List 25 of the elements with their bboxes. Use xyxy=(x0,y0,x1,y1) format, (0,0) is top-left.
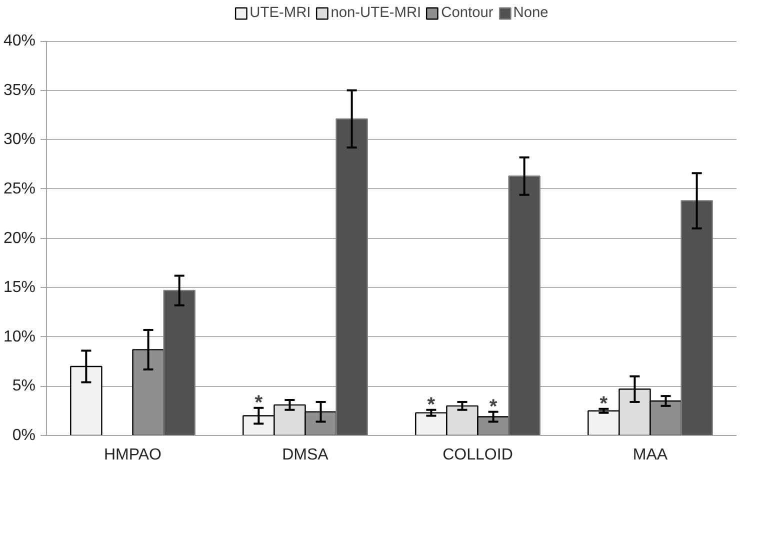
legend-label: None xyxy=(513,5,548,21)
bar xyxy=(680,200,713,436)
y-tick-label: 30% xyxy=(3,131,36,148)
annotation: * xyxy=(489,396,498,418)
legend-label: Contour xyxy=(441,5,494,21)
y-tick-label: 20% xyxy=(3,230,36,247)
annotation: * xyxy=(254,392,263,414)
y-tick-label: 5% xyxy=(12,378,36,395)
y-tick-label: 25% xyxy=(3,180,36,198)
x-tick-label: DMSA xyxy=(282,446,329,464)
x-tick-label: MAA xyxy=(632,446,668,464)
y-tick-label: 15% xyxy=(3,279,36,296)
y-tick-label: 10% xyxy=(3,328,36,346)
annotation: * xyxy=(600,392,608,415)
bar xyxy=(508,176,540,436)
x-tick-label: HMPAO xyxy=(104,446,162,464)
x-tick-label: COLLOID xyxy=(442,446,513,464)
legend-label: non-UTE-MRI xyxy=(330,5,422,21)
legend-label: UTE-MRI xyxy=(250,5,311,21)
y-tick-label: 35% xyxy=(3,82,36,99)
y-tick-label: 0% xyxy=(12,427,36,444)
bar xyxy=(163,290,196,436)
y-tick-label: 40% xyxy=(3,32,36,50)
annotation: * xyxy=(427,394,436,416)
bar xyxy=(336,118,368,436)
